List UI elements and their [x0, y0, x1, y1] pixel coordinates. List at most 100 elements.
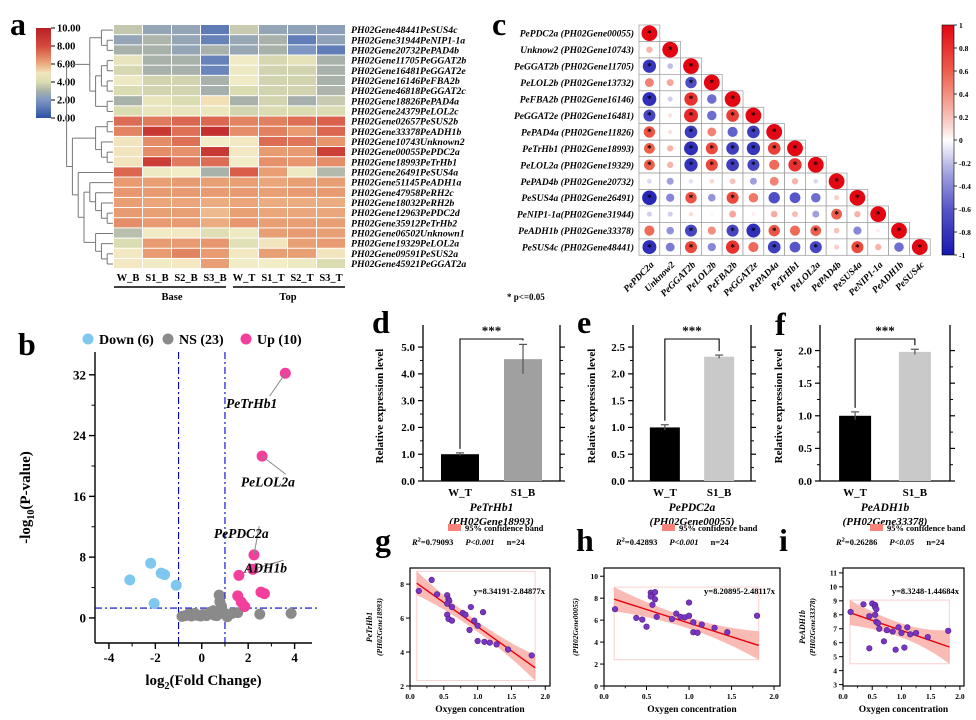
data-point [673, 610, 680, 617]
data-point [474, 637, 481, 645]
panel-g-regression: 95% confidence band R2=0.79093 P<0.001 n=24… [365, 523, 551, 715]
svg-text:*: * [647, 28, 652, 38]
svg-text:1.0: 1.0 [401, 449, 415, 461]
data-point [474, 622, 481, 629]
data-point [448, 603, 456, 611]
data-point [248, 549, 260, 561]
data-point [479, 609, 487, 616]
scatter-points [415, 576, 535, 659]
svg-text:*: * [730, 193, 735, 203]
svg-text:PeLOL2c: PeLOL2c [420, 106, 459, 117]
svg-text:*: * [689, 94, 694, 104]
data-point [466, 626, 473, 634]
svg-text:0.0: 0.0 [599, 692, 609, 701]
legend-dot [82, 333, 94, 345]
legend-dot [240, 333, 252, 345]
heatmap-col-label: S2_T [290, 273, 313, 284]
data-point [428, 576, 435, 583]
svg-text:*: * [855, 193, 860, 203]
data-point [279, 367, 291, 379]
svg-text:16: 16 [73, 489, 87, 504]
regression-line [613, 598, 759, 647]
svg-text:PH02Gene11705: PH02Gene11705 [351, 56, 420, 67]
bar-category-label: W_T [843, 487, 868, 499]
gene-caption: PeADH1b [861, 502, 910, 514]
y-axis-label: Relative expression level [586, 349, 598, 464]
svg-text:*: * [772, 226, 777, 236]
svg-text:*: * [730, 111, 735, 121]
svg-text:0.4: 0.4 [959, 90, 969, 99]
panel-label-g: g [375, 522, 391, 558]
svg-text:*: * [834, 209, 839, 219]
data-point [647, 593, 654, 600]
corr-colorbar [941, 24, 955, 256]
svg-text:*: * [689, 111, 694, 121]
data-point [611, 606, 619, 613]
svg-text:32: 32 [73, 367, 86, 382]
x-axis-label: Oxygen concentration [859, 705, 949, 715]
confidence-band-label: 95% confidence band [465, 523, 544, 533]
data-point [651, 589, 659, 596]
svg-text:*: * [855, 242, 860, 252]
panel-i-regression: 95% confidence band R2=0.26286 P<0.05 n=24 0… [798, 523, 966, 715]
series-ns [176, 589, 297, 623]
svg-text:0: 0 [80, 610, 87, 625]
svg-text:*: * [689, 193, 694, 203]
data-point [698, 621, 705, 628]
svg-text:1.5: 1.5 [611, 395, 625, 407]
y-axis-label-line1: PeTrHb1 [365, 612, 374, 642]
svg-text:*: * [876, 209, 881, 219]
svg-text:0.5: 0.5 [642, 692, 652, 701]
bar-category-label: W_T [448, 487, 473, 499]
svg-text:PeSUS4a: PeSUS4a [420, 167, 458, 178]
gene-caption: PeTrHb1 [470, 502, 514, 514]
svg-text:Unknown2: Unknown2 [420, 137, 465, 148]
svg-text:-2: -2 [150, 650, 161, 665]
svg-text:PH02Gene12963: PH02Gene12963 [351, 208, 420, 219]
svg-text:2.0: 2.0 [611, 369, 625, 381]
svg-text:PH02Gene48441: PH02Gene48441 [351, 25, 420, 36]
svg-text:2.0: 2.0 [401, 422, 415, 434]
equation-label: y=8.34191-2.84877x [474, 586, 546, 596]
svg-text:*: * [751, 111, 756, 121]
bar-W_T [839, 415, 872, 481]
data-point [668, 615, 676, 623]
data-point [872, 611, 879, 618]
data-point [254, 608, 266, 620]
svg-text:8: 8 [594, 594, 598, 603]
stats-line: R2=0.42893 P<0.001 n=24 [615, 537, 729, 548]
panel-label-a: a [10, 6, 26, 42]
y-axis-label-line2: (PH02Gene18993) [375, 598, 384, 656]
data-point [874, 620, 882, 627]
svg-text:*: * [647, 144, 652, 154]
svg-text:PH02Gene35912: PH02Gene35912 [351, 218, 420, 229]
svg-text:1.0: 1.0 [473, 692, 483, 701]
corr-row-label: PeSUS4a (PH02Gene26491) [521, 193, 634, 204]
svg-text:*: * [730, 226, 735, 236]
svg-text:PeRH2c: PeRH2c [420, 188, 454, 199]
svg-text:0.0: 0.0 [838, 692, 848, 701]
svg-text:0.5: 0.5 [439, 692, 449, 701]
svg-text:3.0: 3.0 [401, 395, 415, 407]
bar-S1_B [898, 351, 931, 481]
svg-text:-0.8: -0.8 [959, 228, 971, 237]
svg-text:*: * [814, 160, 819, 170]
svg-text:1.0: 1.0 [897, 692, 907, 701]
svg-text:*: * [772, 144, 777, 154]
svg-text:*: * [751, 144, 756, 154]
data-point [685, 612, 693, 619]
svg-text:*: * [689, 144, 694, 154]
data-point [694, 629, 701, 636]
band-extent [416, 570, 536, 682]
bar-category-label: S1_B [903, 487, 928, 499]
svg-text:*: * [689, 160, 694, 170]
svg-text:PeNIP1-1a: PeNIP1-1a [420, 35, 465, 46]
svg-text:*: * [689, 61, 694, 71]
heatmap-col-label: W_B [117, 273, 140, 284]
svg-text:PH02Gene09591: PH02Gene09591 [351, 249, 420, 260]
annotation: ADH1b [243, 560, 287, 575]
svg-text:PH02Gene19329: PH02Gene19329 [351, 239, 420, 250]
panel-h-regression: 95% confidence band R2=0.42893 P<0.001 n=24… [572, 523, 781, 715]
confidence-band-swatch [662, 524, 675, 531]
